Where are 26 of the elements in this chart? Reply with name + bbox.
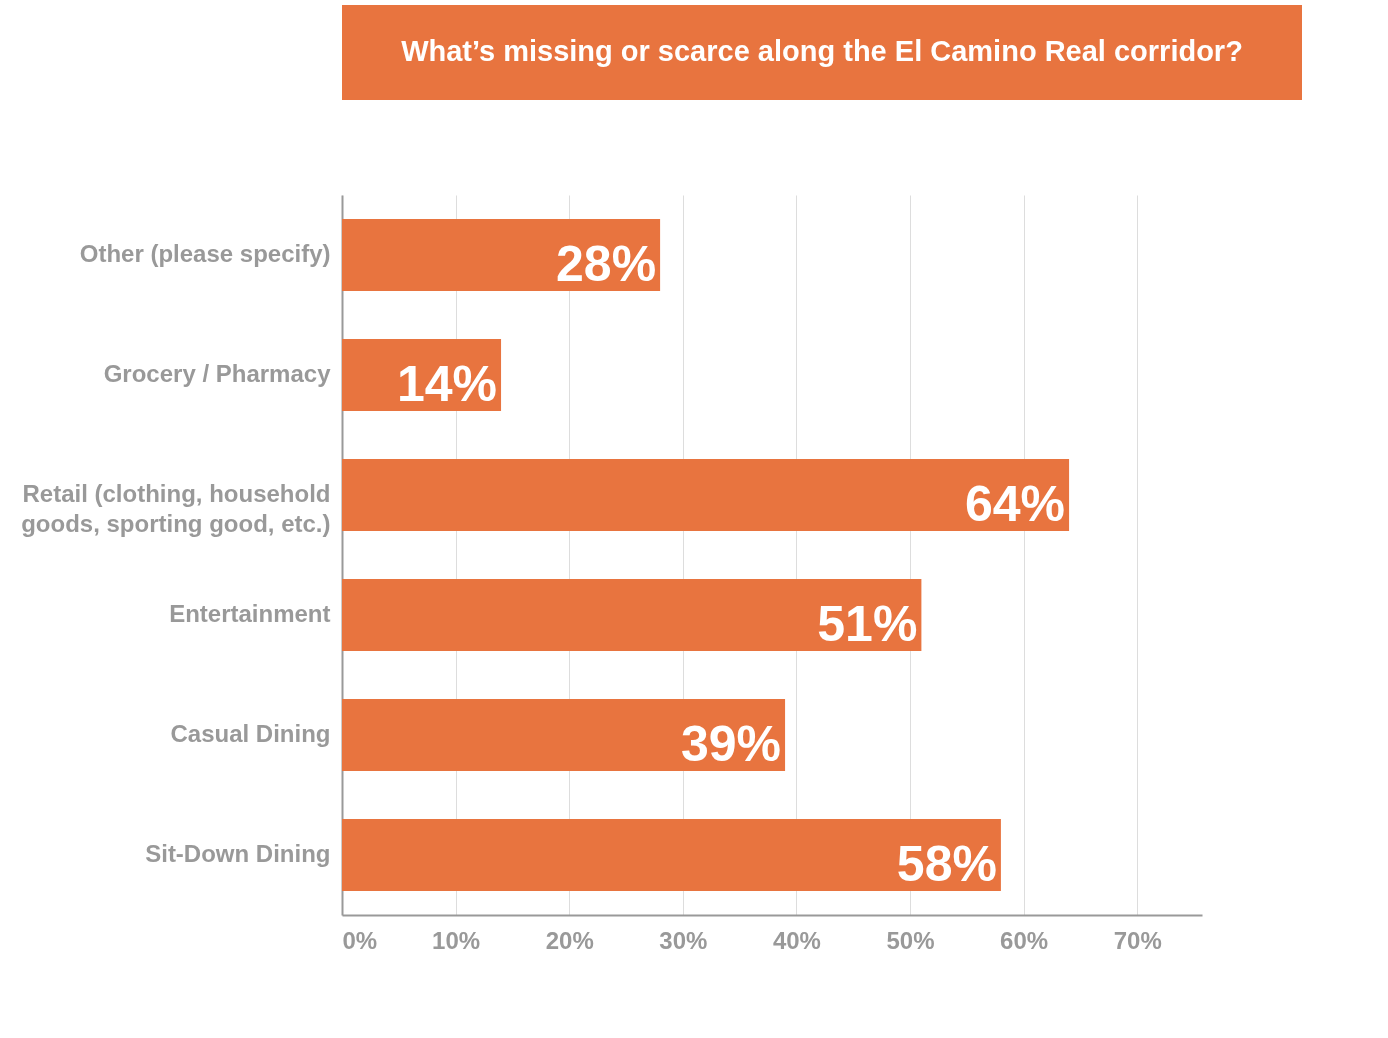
bar	[342, 459, 1070, 531]
y-tick-label: Retail (clothing, household goods, sporting good, etc.)	[21, 480, 331, 537]
bar	[342, 699, 786, 771]
y-tick-label: Other (please specify)	[79, 240, 331, 267]
data-label: 64%	[965, 476, 1066, 532]
y-tick-label: Casual Dining	[170, 720, 331, 747]
x-tick-label: 20%	[545, 926, 594, 954]
bar	[342, 579, 922, 651]
x-tick-label: 0%	[342, 926, 378, 954]
bar	[342, 219, 661, 291]
chart-title: What’s missing or scarce along the El Camino Real corridor?	[401, 35, 1243, 67]
x-tick-label: 70%	[1113, 926, 1162, 954]
bar	[342, 819, 1001, 891]
data-label: 51%	[817, 596, 918, 652]
data-label: 58%	[896, 836, 997, 892]
x-tick-label: 40%	[772, 926, 821, 954]
y-tick-label: Sit-Down Dining	[145, 840, 331, 867]
data-label: 39%	[680, 716, 782, 772]
data-label: 28%	[556, 236, 657, 292]
y-tick-label: Entertainment	[169, 600, 331, 627]
x-tick-label: 50%	[886, 926, 935, 954]
x-tick-label: 30%	[659, 926, 708, 954]
x-tick-label: 60%	[1000, 926, 1049, 954]
x-tick-label: 10%	[432, 926, 481, 954]
data-label: 14%	[396, 356, 498, 412]
y-tick-label: Grocery / Pharmacy	[103, 360, 332, 387]
